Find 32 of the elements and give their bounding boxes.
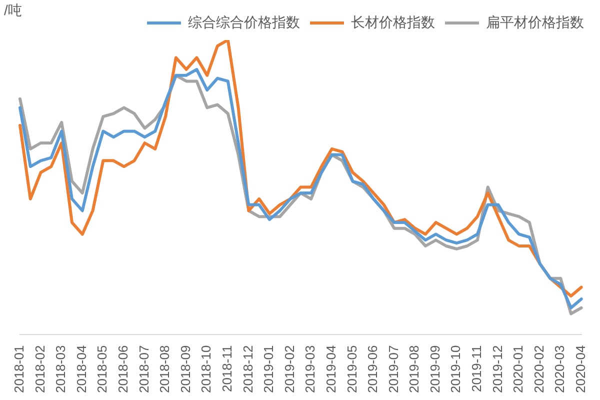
x-tick-label: 2020-02 — [531, 345, 546, 394]
x-tick-label: 2018-09 — [178, 345, 193, 394]
x-tick-label: 2019-09 — [427, 345, 442, 394]
x-tick-label: 2018-11 — [220, 345, 235, 392]
legend-label: 长材价格指数 — [351, 14, 435, 30]
x-tick-label: 2019-07 — [386, 345, 401, 394]
y-axis-title: /吨 — [4, 2, 22, 18]
x-tick-label: 2019-10 — [448, 345, 464, 394]
x-tick-label: 2018-06 — [116, 345, 131, 394]
x-tick-label: 2020-03 — [552, 345, 568, 394]
x-tick-label: 2019-11 — [469, 345, 484, 392]
x-tick-label: 2019-02 — [282, 345, 297, 394]
x-tick-label: 2019-12 — [490, 345, 505, 394]
x-tick-label: 2019-08 — [406, 345, 422, 394]
x-tick-label: 2018-04 — [74, 345, 89, 394]
legend-label: 扁平材价格指数 — [486, 14, 584, 30]
x-tick-label: 2018-05 — [94, 345, 110, 394]
x-tick-label: 2018-03 — [53, 345, 68, 394]
x-tick-label: 2018-08 — [157, 345, 172, 394]
x-tick-label: 2020-04 — [572, 345, 588, 394]
x-tick-label: 2018-10 — [198, 345, 214, 394]
x-tick-label: 2018-12 — [240, 345, 256, 394]
legend-label: 综合综合价格指数 — [188, 14, 300, 30]
x-tick-label: 2018-01 — [12, 345, 27, 394]
x-tick-label: 2019-05 — [344, 345, 360, 394]
x-tick-label: 2018-07 — [136, 345, 152, 394]
x-tick-label: 2019-04 — [323, 345, 338, 394]
x-tick-label: 2020-01 — [510, 345, 526, 394]
x-tick-label: 2019-01 — [261, 345, 276, 394]
x-tick-label: 2019-06 — [365, 345, 380, 394]
x-tick-label: 2019-03 — [302, 345, 318, 394]
x-tick-label: 2018-02 — [32, 345, 48, 394]
